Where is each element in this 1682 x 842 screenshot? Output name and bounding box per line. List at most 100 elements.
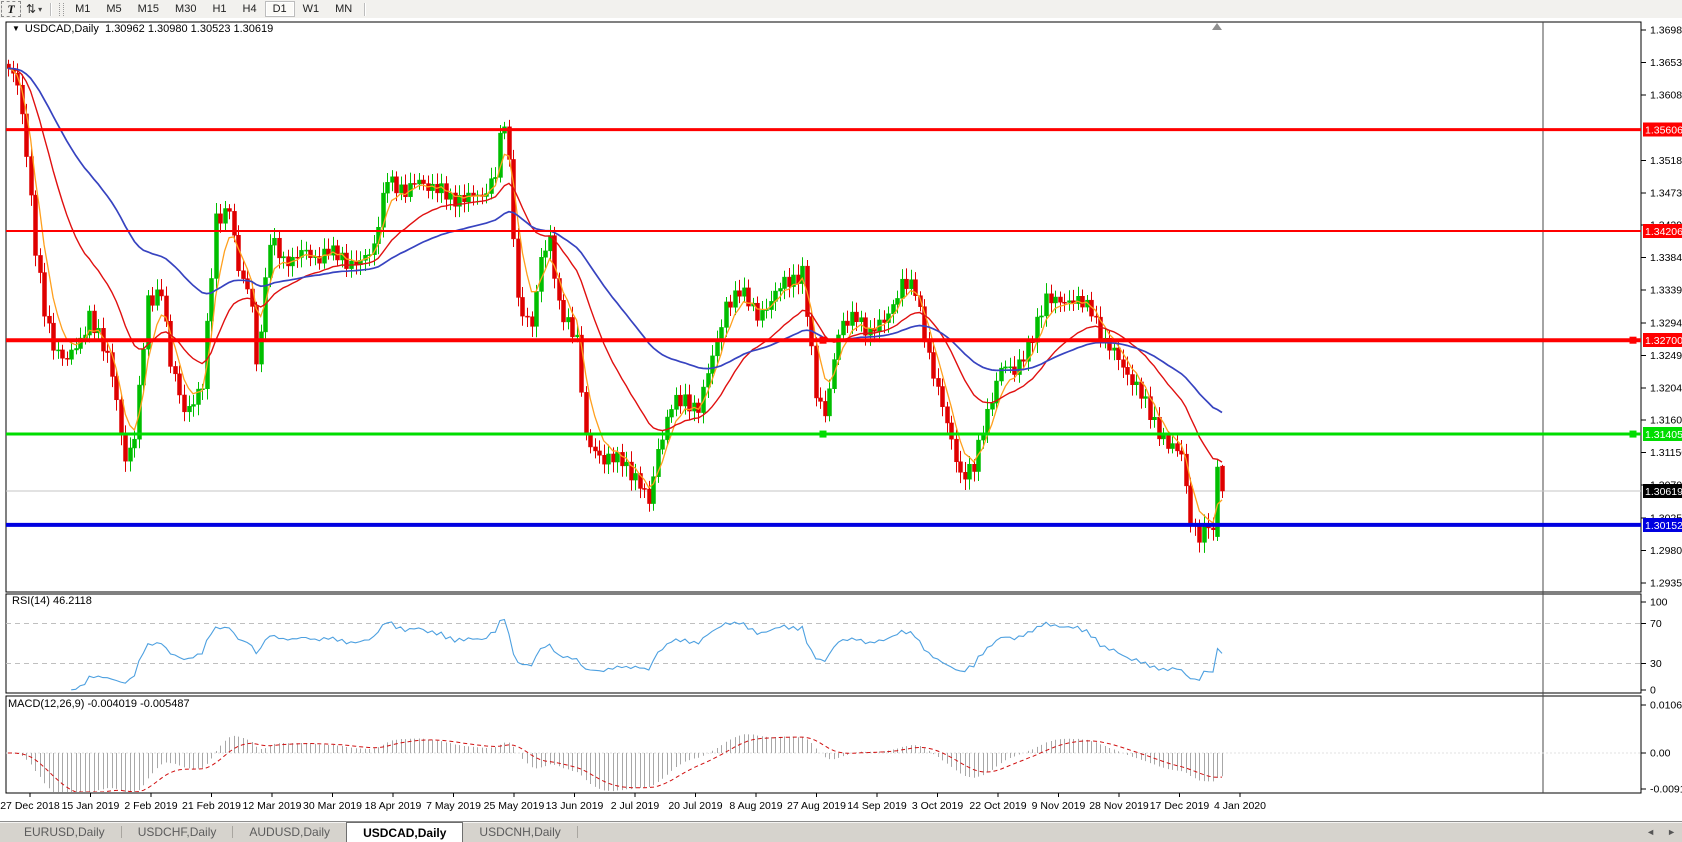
tab-separator xyxy=(576,826,578,838)
timeframe-button-m15[interactable]: M15 xyxy=(130,1,167,17)
svg-text:1.30152: 1.30152 xyxy=(1645,520,1682,532)
timeframe-button-m1[interactable]: M1 xyxy=(67,1,98,17)
chart-area: 1.36980 1.36530 1.36080 1.35180 1.34730 1.342… xyxy=(0,18,1682,822)
chart-tab-usdchf[interactable]: USDCHF,Daily xyxy=(137,825,217,839)
svg-text:22 Oct 2019: 22 Oct 2019 xyxy=(969,800,1026,812)
toolbar-separator xyxy=(364,2,367,16)
svg-text:17 Dec 2019: 17 Dec 2019 xyxy=(1150,800,1210,812)
timeframe-button-h4[interactable]: H4 xyxy=(235,1,265,17)
svg-text:1.32490: 1.32490 xyxy=(1650,350,1682,362)
svg-text:2 Jul 2019: 2 Jul 2019 xyxy=(611,800,660,812)
svg-text:8 Aug 2019: 8 Aug 2019 xyxy=(729,800,782,812)
hline-price-badge xyxy=(1643,333,1682,348)
chart-tab-eurusd[interactable]: EURUSD,Daily xyxy=(24,825,105,839)
svg-text:0: 0 xyxy=(1650,685,1656,697)
svg-text:1.36080: 1.36080 xyxy=(1650,90,1682,102)
rsi-line xyxy=(71,618,1223,691)
timeframe-button-m5[interactable]: M5 xyxy=(98,1,129,17)
timeframe-button-group: M1 M5 M15 M30 H1 H4 D1 W1 MN xyxy=(67,1,360,17)
svg-text:1.35606: 1.35606 xyxy=(1645,125,1682,137)
timeframe-button-w1[interactable]: W1 xyxy=(295,1,328,17)
svg-text:27 Aug 2019: 27 Aug 2019 xyxy=(787,800,846,812)
svg-text:3 Oct 2019: 3 Oct 2019 xyxy=(912,800,964,812)
chart-tab-usdcad[interactable]: USDCAD,Daily xyxy=(346,822,464,842)
svg-text:27 Dec 2018: 27 Dec 2018 xyxy=(0,800,60,812)
hline-drag-marker[interactable] xyxy=(1629,430,1637,438)
svg-text:1.31150: 1.31150 xyxy=(1650,447,1682,459)
svg-text:1.30619: 1.30619 xyxy=(1645,486,1682,498)
chart-collapse-icon[interactable]: ▼ xyxy=(12,24,20,33)
ma-medium-line xyxy=(7,67,1223,463)
ohlc-close: 1.30619 xyxy=(233,23,274,35)
svg-text:4 Jan 2020: 4 Jan 2020 xyxy=(1214,800,1266,812)
svg-text:1.32040: 1.32040 xyxy=(1650,383,1682,395)
ohlc-open: 1.30962 xyxy=(105,23,145,35)
dropdown-arrow-icon: ▾ xyxy=(38,4,43,14)
svg-text:1.33840: 1.33840 xyxy=(1650,252,1682,264)
timeframe-button-d1[interactable]: D1 xyxy=(264,1,295,17)
timeframe-button-mn[interactable]: MN xyxy=(327,1,360,17)
svg-text:7 May 2019: 7 May 2019 xyxy=(426,800,481,812)
svg-text:20 Jul 2019: 20 Jul 2019 xyxy=(668,800,722,812)
text-tool-button[interactable]: T xyxy=(1,1,21,17)
chart-tab-usdcnh[interactable]: USDCNH,Daily xyxy=(479,825,561,839)
price-axis[interactable]: 1.36980 1.36530 1.36080 1.35180 1.34730 1.342… xyxy=(1641,25,1682,590)
arrange-tool-button[interactable]: ⇅ ▾ xyxy=(26,2,42,16)
candlesticks-layer xyxy=(7,59,1225,553)
svg-text:0.010615: 0.010615 xyxy=(1650,700,1682,712)
macd-panel-frame xyxy=(5,695,1642,794)
svg-text:1.34730: 1.34730 xyxy=(1650,188,1682,200)
svg-text:1.36530: 1.36530 xyxy=(1650,57,1682,69)
hline-price-badge xyxy=(1643,517,1682,532)
chart-tabs-bar: EURUSD,Daily USDCHF,Daily AUDUSD,Daily USDC… xyxy=(0,821,1682,842)
svg-text:30: 30 xyxy=(1650,658,1662,670)
chart-symbol-period: USDCAD,Daily xyxy=(24,23,99,35)
svg-text:1.36980: 1.36980 xyxy=(1650,25,1682,37)
svg-text:2 Feb 2019: 2 Feb 2019 xyxy=(124,800,177,812)
main-panel-frame xyxy=(5,21,1642,593)
svg-text:1.32700: 1.32700 xyxy=(1645,335,1682,347)
hline-price-badge xyxy=(1643,122,1682,137)
svg-text:-0.00918: -0.00918 xyxy=(1650,784,1682,796)
macd-indicator-label: MACD(12,26,9) -0.004019 -0.005487 xyxy=(8,698,190,710)
timeframe-button-h1[interactable]: H1 xyxy=(204,1,234,17)
tab-separator xyxy=(232,826,234,838)
macd-axis[interactable]: 0.010615 0.00 -0.00918 xyxy=(1641,700,1682,796)
svg-text:18 Apr 2019: 18 Apr 2019 xyxy=(365,800,422,812)
tab-separator xyxy=(120,826,122,838)
svg-text:1.31600: 1.31600 xyxy=(1650,414,1682,426)
svg-text:1.32940: 1.32940 xyxy=(1650,317,1682,329)
svg-text:9 Nov 2019: 9 Nov 2019 xyxy=(1032,800,1086,812)
hline-drag-marker[interactable] xyxy=(1629,336,1637,344)
hline-drag-marker[interactable] xyxy=(819,430,827,438)
tabs-scroll-right-icon[interactable]: ► xyxy=(1667,827,1676,837)
rsi-name: RSI(14) xyxy=(12,595,50,607)
svg-text:30 Mar 2019: 30 Mar 2019 xyxy=(303,800,362,812)
ma-fast-line xyxy=(7,67,1223,525)
rsi-axis[interactable]: 100 70 30 0 xyxy=(1641,597,1668,697)
macd-histogram xyxy=(13,734,1223,792)
chart-title: ▼ USDCAD,Daily 1.30962 1.30980 1.30523 1.… xyxy=(12,23,273,35)
rsi-indicator-label: RSI(14) 46.2118 xyxy=(12,595,92,607)
hline-price-badge xyxy=(1643,427,1682,442)
svg-text:1.34206: 1.34206 xyxy=(1645,226,1682,238)
chart-shift-marker-icon[interactable] xyxy=(1212,23,1222,30)
svg-text:13 Jun 2019: 13 Jun 2019 xyxy=(546,800,604,812)
ohlc-high: 1.30980 xyxy=(147,23,188,35)
tabs-scroll-left-icon[interactable]: ◄ xyxy=(1646,827,1656,837)
svg-text:1.29350: 1.29350 xyxy=(1650,578,1682,590)
svg-text:14 Sep 2019: 14 Sep 2019 xyxy=(847,800,907,812)
hline-drag-marker[interactable] xyxy=(819,336,827,344)
chart-tab-audusd[interactable]: AUDUSD,Daily xyxy=(249,825,331,839)
toolbar: T ⇅ ▾ M1 M5 M15 M30 H1 H4 D1 W1 MN xyxy=(0,0,1682,19)
price-chart[interactable]: 1.36980 1.36530 1.36080 1.35180 1.34730 1.342… xyxy=(0,18,1682,822)
macd-values: -0.004019 -0.005487 xyxy=(87,698,190,710)
date-axis[interactable]: 27 Dec 2018 15 Jan 2019 2 Feb 2019 21 Feb 2… xyxy=(0,793,1266,812)
timeframe-button-m30[interactable]: M30 xyxy=(167,1,204,17)
macd-name: MACD(12,26,9) xyxy=(8,698,85,710)
svg-text:28 Nov 2019: 28 Nov 2019 xyxy=(1089,800,1149,812)
rsi-panel-frame xyxy=(5,593,1642,694)
svg-text:12 Mar 2019: 12 Mar 2019 xyxy=(243,800,302,812)
bid-price-badge xyxy=(1643,484,1682,499)
